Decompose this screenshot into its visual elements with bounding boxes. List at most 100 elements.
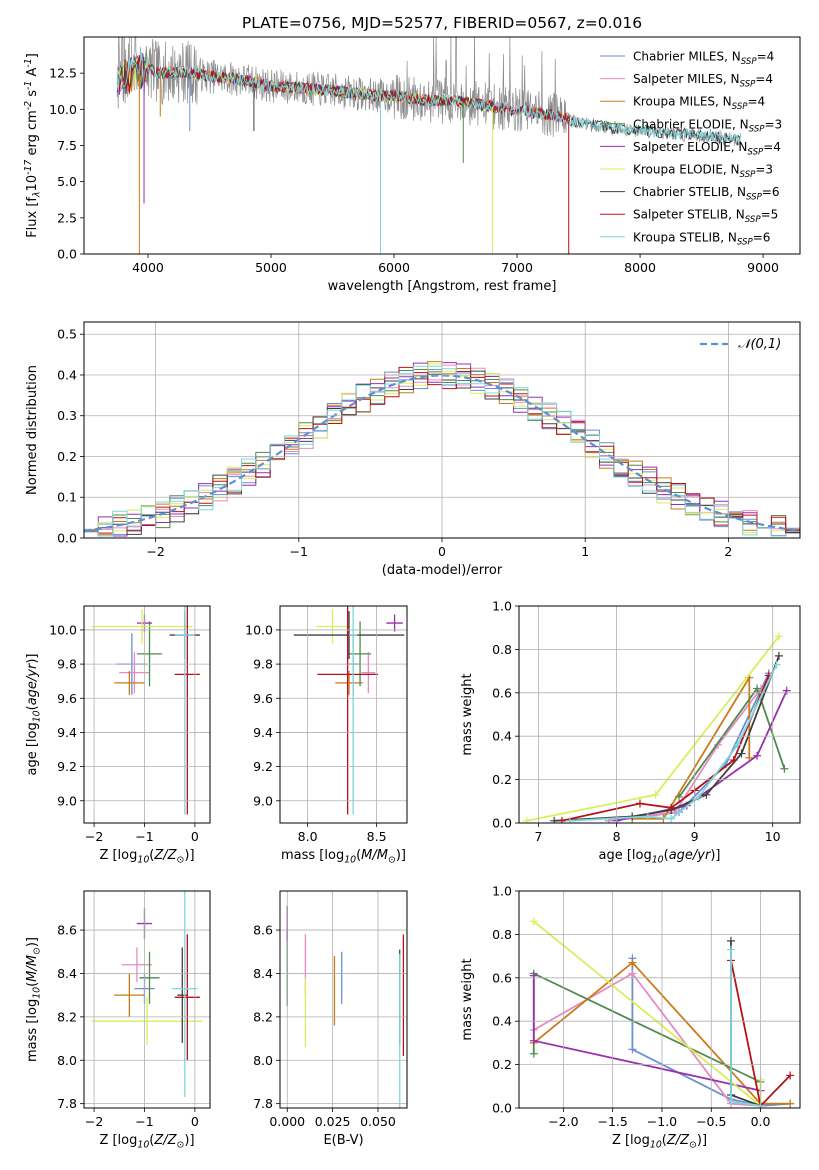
x-axis-label: (data-model)/error: [382, 563, 503, 578]
y-tick-label: 7.8: [253, 1096, 273, 1111]
legend-entry: Kroupa MILES, NSSP=4: [633, 95, 765, 112]
y-tick-label: 0.5: [57, 327, 77, 342]
axes-frame: [83, 321, 801, 539]
legend-entry: Kroupa ELODIE, NSSP=3: [633, 163, 773, 180]
chart-mass-vs-EBV: 0.000 0.025 0.050 7.8 8.0 8.2 8.4 8.6 E(B-V): [253, 890, 408, 1148]
plus-marker: [529, 1049, 538, 1058]
x-tick-label: −1.5: [597, 1114, 627, 1129]
x-tick-label: 7: [535, 829, 543, 844]
axes-frame: [518, 605, 801, 824]
errorbar-point-3: [136, 621, 163, 687]
y-tick-label: 9.4: [57, 725, 77, 740]
chart-massweight-vs-age: 7 8 9 10 0.0 0.2 0.4 0.6 0.8 1.0 age [log10(age/yr…: [460, 599, 801, 866]
figure-title: PLATE=0756, MJD=52577, FIBERID=0567, z=0…: [242, 14, 642, 32]
plus-marker: [675, 792, 684, 801]
model-spectrum-7: [116, 55, 569, 124]
errorbar-point-8: [349, 606, 358, 815]
x-tick-label: 8.0: [298, 829, 318, 844]
mass-weight-series-3: [675, 684, 789, 801]
y-axis-label: age [log10(age/yr)]: [25, 653, 43, 775]
errorbar-point-8: [172, 891, 198, 1098]
plus-marker: [726, 1097, 735, 1106]
x-tick-label: −1: [135, 829, 153, 844]
x-tick-label: 7000: [501, 260, 533, 275]
y-tick-label: 8.0: [253, 1053, 273, 1068]
y-tick-label: 0.1: [57, 490, 77, 505]
mass-weight-series-1: [529, 969, 765, 1108]
x-axis-label: E(B-V): [323, 1133, 363, 1148]
y-tick-label: 8.6: [57, 923, 77, 938]
x-tick-label: 0.0: [751, 1114, 771, 1129]
x-tick-label: 10: [765, 829, 781, 844]
plus-marker: [667, 814, 676, 823]
errorbar-point-5: [91, 997, 203, 1046]
plus-marker: [550, 816, 559, 823]
x-tick-label: 6000: [378, 260, 410, 275]
chart-age-vs-Z: −2 −1 0 9.0 9.2 9.4 9.6 9.8 10.0 Z [log10(Z/Z⊙)] a…: [25, 605, 211, 866]
y-tick-label: 9.2: [57, 759, 77, 774]
plus-marker: [628, 969, 637, 978]
errorbar-point-7: [317, 606, 379, 815]
y-tick-label: 9.8: [253, 657, 273, 672]
plus-marker: [643, 812, 652, 821]
plus-marker: [774, 632, 783, 641]
plus-marker: [786, 1099, 795, 1108]
x-axis-label: mass [log10(M/M⊙)]: [281, 848, 406, 866]
x-tick-label: −2: [85, 829, 103, 844]
mass-weight-series-5: [529, 917, 765, 1108]
x-axis-label: Z [log10(Z/Z⊙)]: [99, 848, 194, 866]
errorbar-point-5: [315, 609, 350, 644]
x-axis-label: Z [log10(Z/Z⊙)]: [99, 1133, 194, 1151]
axes-frame: [83, 605, 211, 824]
plus-marker: [786, 1071, 795, 1080]
plus-marker: [565, 816, 574, 823]
errorbar-point-3: [139, 951, 160, 1004]
errorbar-point-7: [174, 606, 200, 815]
y-tick-label: 2.5: [57, 210, 77, 225]
plus-marker: [772, 660, 781, 669]
plus-marker: [782, 686, 791, 695]
plot-area: [293, 606, 405, 815]
plus-marker: [694, 792, 703, 801]
legend-entry: Salpeter ELODIE, NSSP=4: [633, 140, 781, 157]
plus-marker: [522, 816, 531, 823]
y-tick-label: 12.5: [49, 66, 77, 81]
plus-marker: [726, 936, 735, 945]
x-tick-label: 0: [438, 544, 446, 559]
x-tick-label: 1: [581, 544, 589, 559]
model-spectrum-8: [116, 51, 742, 146]
x-tick-label: −2: [85, 1114, 103, 1129]
x-tick-label: 0.025: [315, 1114, 351, 1129]
x-axis-label: Z [log10(Z/Z⊙)]: [612, 1133, 707, 1151]
errorbar-point-1: [119, 652, 150, 694]
y-tick-label: 5.0: [57, 174, 77, 189]
plus-marker: [651, 790, 660, 799]
chart-residuals: −2 −1 0 1 2 0.0 0.1 0.2 0.3 0.4 0.5 (data-model)/er…: [25, 321, 801, 578]
x-tick-label: 8.5: [367, 829, 387, 844]
legend-entry: Chabrier ELODIE, NSSP=3: [633, 117, 782, 134]
x-tick-label: −1.0: [647, 1114, 677, 1129]
plus-marker: [635, 799, 644, 808]
legend-entry: Chabrier MILES, NSSP=4: [633, 50, 774, 67]
axes-frame: [83, 36, 801, 255]
y-tick-label: 9.2: [253, 759, 273, 774]
plus-marker: [737, 749, 746, 758]
plus-marker: [529, 1036, 538, 1045]
x-axis-label: wavelength [Angstrom, rest frame]: [328, 279, 557, 294]
y-tick-label: 0.6: [492, 970, 512, 985]
chart-age-vs-mass: 8.0 8.5 9.0 9.2 9.4 9.6 9.8 10.0 mass [log10(M/M…: [245, 605, 408, 866]
y-axis-label: Normed distribution: [25, 365, 40, 495]
y-tick-label: 0.0: [57, 247, 77, 262]
plot-area: [529, 917, 795, 1108]
plus-marker: [557, 816, 566, 823]
y-axis-label: Flux [fλ10-17 erg cm-2 s-1 A-1]: [23, 53, 43, 238]
x-tick-label: −1: [290, 544, 308, 559]
errorbar-point-5: [91, 609, 193, 644]
y-tick-label: 0.6: [492, 685, 512, 700]
y-axis-label: mass weight: [460, 958, 475, 1040]
plus-marker: [702, 790, 711, 799]
y-tick-label: 10.0: [49, 622, 77, 637]
plus-marker: [733, 740, 742, 749]
x-tick-label: −0.5: [696, 1114, 726, 1129]
y-tick-label: 10.0: [49, 102, 77, 117]
